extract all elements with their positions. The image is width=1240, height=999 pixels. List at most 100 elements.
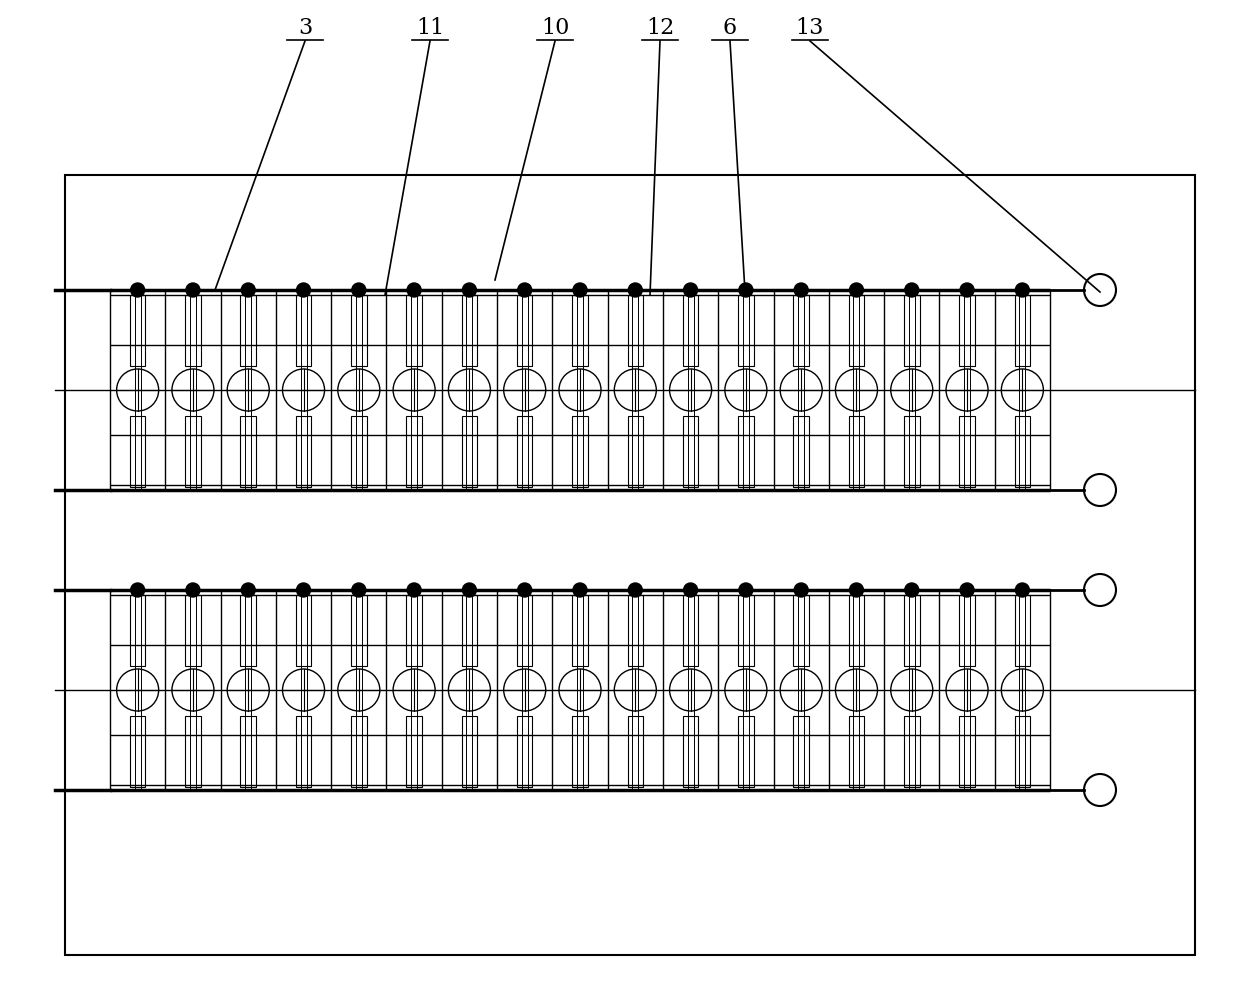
Bar <box>461 716 477 787</box>
Bar <box>960 595 975 666</box>
Circle shape <box>573 583 587 597</box>
Bar <box>683 416 698 487</box>
Bar <box>1014 595 1030 666</box>
Circle shape <box>905 583 919 597</box>
Bar <box>738 416 754 487</box>
Circle shape <box>849 283 863 297</box>
Bar <box>351 716 367 787</box>
Circle shape <box>518 583 532 597</box>
Bar <box>130 716 145 787</box>
Bar <box>517 716 532 787</box>
Bar <box>241 595 255 666</box>
Bar <box>351 595 367 666</box>
Circle shape <box>849 583 863 597</box>
Bar <box>738 716 754 787</box>
Bar <box>461 595 477 666</box>
Bar <box>241 416 255 487</box>
Bar <box>572 295 588 366</box>
Bar <box>738 595 754 666</box>
Bar <box>572 416 588 487</box>
Bar <box>794 416 808 487</box>
Circle shape <box>352 583 366 597</box>
Circle shape <box>242 583 255 597</box>
Bar <box>296 595 311 666</box>
Circle shape <box>1016 583 1029 597</box>
Text: 12: 12 <box>646 17 675 39</box>
Bar <box>848 716 864 787</box>
Bar <box>683 295 698 366</box>
Text: 10: 10 <box>541 17 569 39</box>
Circle shape <box>296 283 310 297</box>
Bar <box>627 716 644 787</box>
Circle shape <box>629 283 642 297</box>
Circle shape <box>683 283 698 297</box>
Bar <box>1014 295 1030 366</box>
Bar <box>904 416 920 487</box>
Bar <box>351 295 367 366</box>
Text: 6: 6 <box>723 17 737 39</box>
Bar <box>461 295 477 366</box>
Bar <box>960 295 975 366</box>
Bar <box>130 416 145 487</box>
Bar <box>407 716 422 787</box>
Circle shape <box>186 583 200 597</box>
Bar <box>407 295 422 366</box>
Bar <box>517 416 532 487</box>
Bar <box>627 416 644 487</box>
Circle shape <box>407 283 422 297</box>
Circle shape <box>1016 283 1029 297</box>
Bar <box>683 716 698 787</box>
Bar <box>241 716 255 787</box>
Bar <box>351 416 367 487</box>
Bar <box>794 595 808 666</box>
Circle shape <box>960 583 975 597</box>
Bar <box>461 416 477 487</box>
Circle shape <box>739 583 753 597</box>
Circle shape <box>130 583 145 597</box>
Bar <box>848 595 864 666</box>
Circle shape <box>739 283 753 297</box>
Bar <box>683 595 698 666</box>
Bar <box>130 295 145 366</box>
Bar <box>960 716 975 787</box>
Bar <box>296 295 311 366</box>
Circle shape <box>518 283 532 297</box>
Text: 13: 13 <box>796 17 825 39</box>
Bar <box>627 595 644 666</box>
Circle shape <box>463 583 476 597</box>
Bar <box>960 416 975 487</box>
Text: 11: 11 <box>415 17 444 39</box>
Circle shape <box>573 283 587 297</box>
Bar <box>185 716 201 787</box>
Bar <box>407 416 422 487</box>
Circle shape <box>407 583 422 597</box>
Circle shape <box>242 283 255 297</box>
Bar <box>904 716 920 787</box>
Circle shape <box>794 583 808 597</box>
Bar <box>296 716 311 787</box>
Bar <box>185 295 201 366</box>
Bar <box>517 595 532 666</box>
Bar <box>794 295 808 366</box>
Circle shape <box>186 283 200 297</box>
Bar <box>185 416 201 487</box>
Bar <box>572 595 588 666</box>
Circle shape <box>296 583 310 597</box>
Bar <box>738 295 754 366</box>
Text: 3: 3 <box>298 17 312 39</box>
Circle shape <box>683 583 698 597</box>
Bar <box>185 595 201 666</box>
Circle shape <box>960 283 975 297</box>
Circle shape <box>905 283 919 297</box>
Bar <box>241 295 255 366</box>
Circle shape <box>463 283 476 297</box>
Bar <box>904 595 920 666</box>
Circle shape <box>352 283 366 297</box>
Bar <box>1014 416 1030 487</box>
Bar <box>130 595 145 666</box>
Bar <box>517 295 532 366</box>
Bar <box>627 295 644 366</box>
Bar <box>296 416 311 487</box>
Bar <box>64 175 1195 955</box>
Bar <box>572 716 588 787</box>
